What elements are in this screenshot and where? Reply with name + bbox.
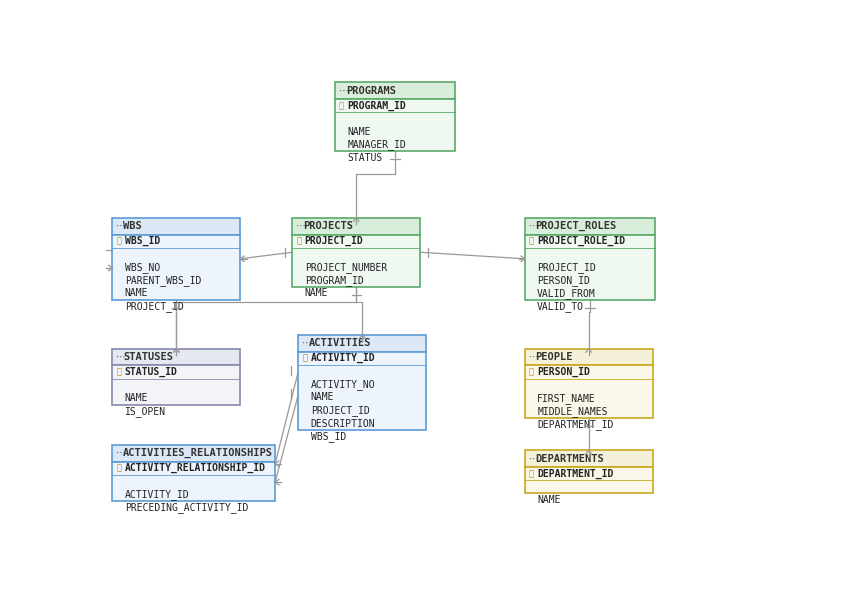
Text: ⋯: ⋯ (116, 352, 126, 362)
Text: PERSON_ID: PERSON_ID (537, 367, 590, 377)
Text: PROJECTS: PROJECTS (303, 221, 353, 231)
Text: ACTIVITY_NO: ACTIVITY_NO (311, 379, 376, 390)
Text: PROJECT_ID: PROJECT_ID (311, 405, 370, 416)
Text: ⋯: ⋯ (296, 221, 306, 231)
Bar (112, 445, 275, 462)
Text: NAME: NAME (304, 288, 328, 299)
Bar (524, 217, 655, 234)
Text: STATUS_ID: STATUS_ID (125, 367, 178, 377)
Text: ACTIVITIES_RELATIONSHIPS: ACTIVITIES_RELATIONSHIPS (123, 448, 274, 458)
Text: ⋯: ⋯ (529, 352, 538, 362)
Bar (298, 351, 427, 430)
Text: ⭡: ⭡ (116, 367, 122, 376)
Text: IS_OPEN: IS_OPEN (125, 406, 166, 417)
Bar (524, 348, 653, 365)
Text: VALID_FROM: VALID_FROM (537, 288, 596, 299)
Text: PROJECT_NUMBER: PROJECT_NUMBER (304, 262, 387, 273)
Text: NAME: NAME (348, 127, 371, 137)
Text: ⭡: ⭡ (116, 237, 122, 246)
Text: PROGRAM_ID: PROGRAM_ID (348, 100, 406, 110)
Text: WBS_ID: WBS_ID (125, 236, 160, 246)
Text: PROGRAMS: PROGRAMS (346, 86, 396, 95)
Text: VALID_TO: VALID_TO (537, 301, 584, 312)
Text: ⭡: ⭡ (116, 464, 122, 473)
Text: DEPARTMENT_ID: DEPARTMENT_ID (537, 419, 614, 430)
Text: FIRST_NAME: FIRST_NAME (537, 393, 596, 404)
Text: NAME: NAME (311, 392, 334, 402)
Text: ACTIVITY_ID: ACTIVITY_ID (311, 353, 376, 363)
Bar (112, 462, 275, 501)
Text: ⭡: ⭡ (529, 469, 534, 478)
Text: ⭡: ⭡ (296, 237, 301, 246)
Bar (112, 348, 241, 365)
Bar (292, 234, 420, 287)
Text: ⋯: ⋯ (339, 86, 348, 95)
Text: PROJECT_ID: PROJECT_ID (304, 236, 364, 246)
Text: ⋯: ⋯ (529, 221, 538, 231)
Text: STATUS: STATUS (348, 153, 382, 163)
Text: MANAGER_ID: MANAGER_ID (348, 140, 406, 151)
Bar (112, 365, 241, 405)
Bar (524, 450, 653, 467)
Text: PARENT_WBS_ID: PARENT_WBS_ID (125, 275, 201, 286)
Text: NAME: NAME (125, 393, 149, 403)
Bar (112, 234, 241, 300)
Bar (524, 234, 655, 300)
Text: ACTIVITY_ID: ACTIVITY_ID (125, 489, 190, 500)
Text: DEPARTMENTS: DEPARTMENTS (536, 453, 604, 464)
Bar (112, 217, 241, 234)
Text: STATUSES: STATUSES (123, 352, 173, 362)
Text: PEOPLE: PEOPLE (536, 352, 573, 362)
Text: ⋯: ⋯ (116, 221, 126, 231)
Text: DESCRIPTION: DESCRIPTION (311, 419, 376, 429)
Text: ⋯: ⋯ (303, 338, 312, 348)
Text: PROGRAM_ID: PROGRAM_ID (304, 275, 364, 286)
Text: WBS: WBS (123, 221, 142, 231)
Text: NAME: NAME (537, 495, 561, 505)
Text: ⭡: ⭡ (529, 367, 534, 376)
Text: MIDDLE_NAMES: MIDDLE_NAMES (537, 406, 608, 417)
Text: ACTIVITY_RELATIONSHIP_ID: ACTIVITY_RELATIONSHIP_ID (125, 463, 266, 473)
Text: PROJECT_ROLE_ID: PROJECT_ROLE_ID (537, 236, 626, 246)
Bar (335, 82, 455, 99)
Text: ACTIVITIES: ACTIVITIES (309, 338, 371, 348)
Text: ⭡: ⭡ (339, 101, 343, 110)
Text: PROJECT_ID: PROJECT_ID (125, 301, 184, 312)
Text: ⭡: ⭡ (303, 354, 308, 362)
Text: ⋯: ⋯ (116, 448, 126, 458)
Text: PROJECT_ID: PROJECT_ID (537, 262, 596, 273)
Bar (292, 217, 420, 234)
Text: NAME: NAME (125, 288, 149, 299)
Text: WBS_ID: WBS_ID (311, 431, 346, 442)
Text: PROJECT_ROLES: PROJECT_ROLES (536, 221, 617, 231)
Text: PRECEDING_ACTIVITY_ID: PRECEDING_ACTIVITY_ID (125, 502, 248, 513)
Bar (524, 365, 653, 418)
Text: PERSON_ID: PERSON_ID (537, 275, 590, 286)
Text: WBS_NO: WBS_NO (125, 262, 160, 273)
Bar (524, 467, 653, 493)
Text: ⭡: ⭡ (529, 237, 534, 246)
Bar (335, 99, 455, 151)
Bar (298, 334, 427, 351)
Text: ⋯: ⋯ (529, 453, 538, 464)
Text: DEPARTMENT_ID: DEPARTMENT_ID (537, 469, 614, 479)
